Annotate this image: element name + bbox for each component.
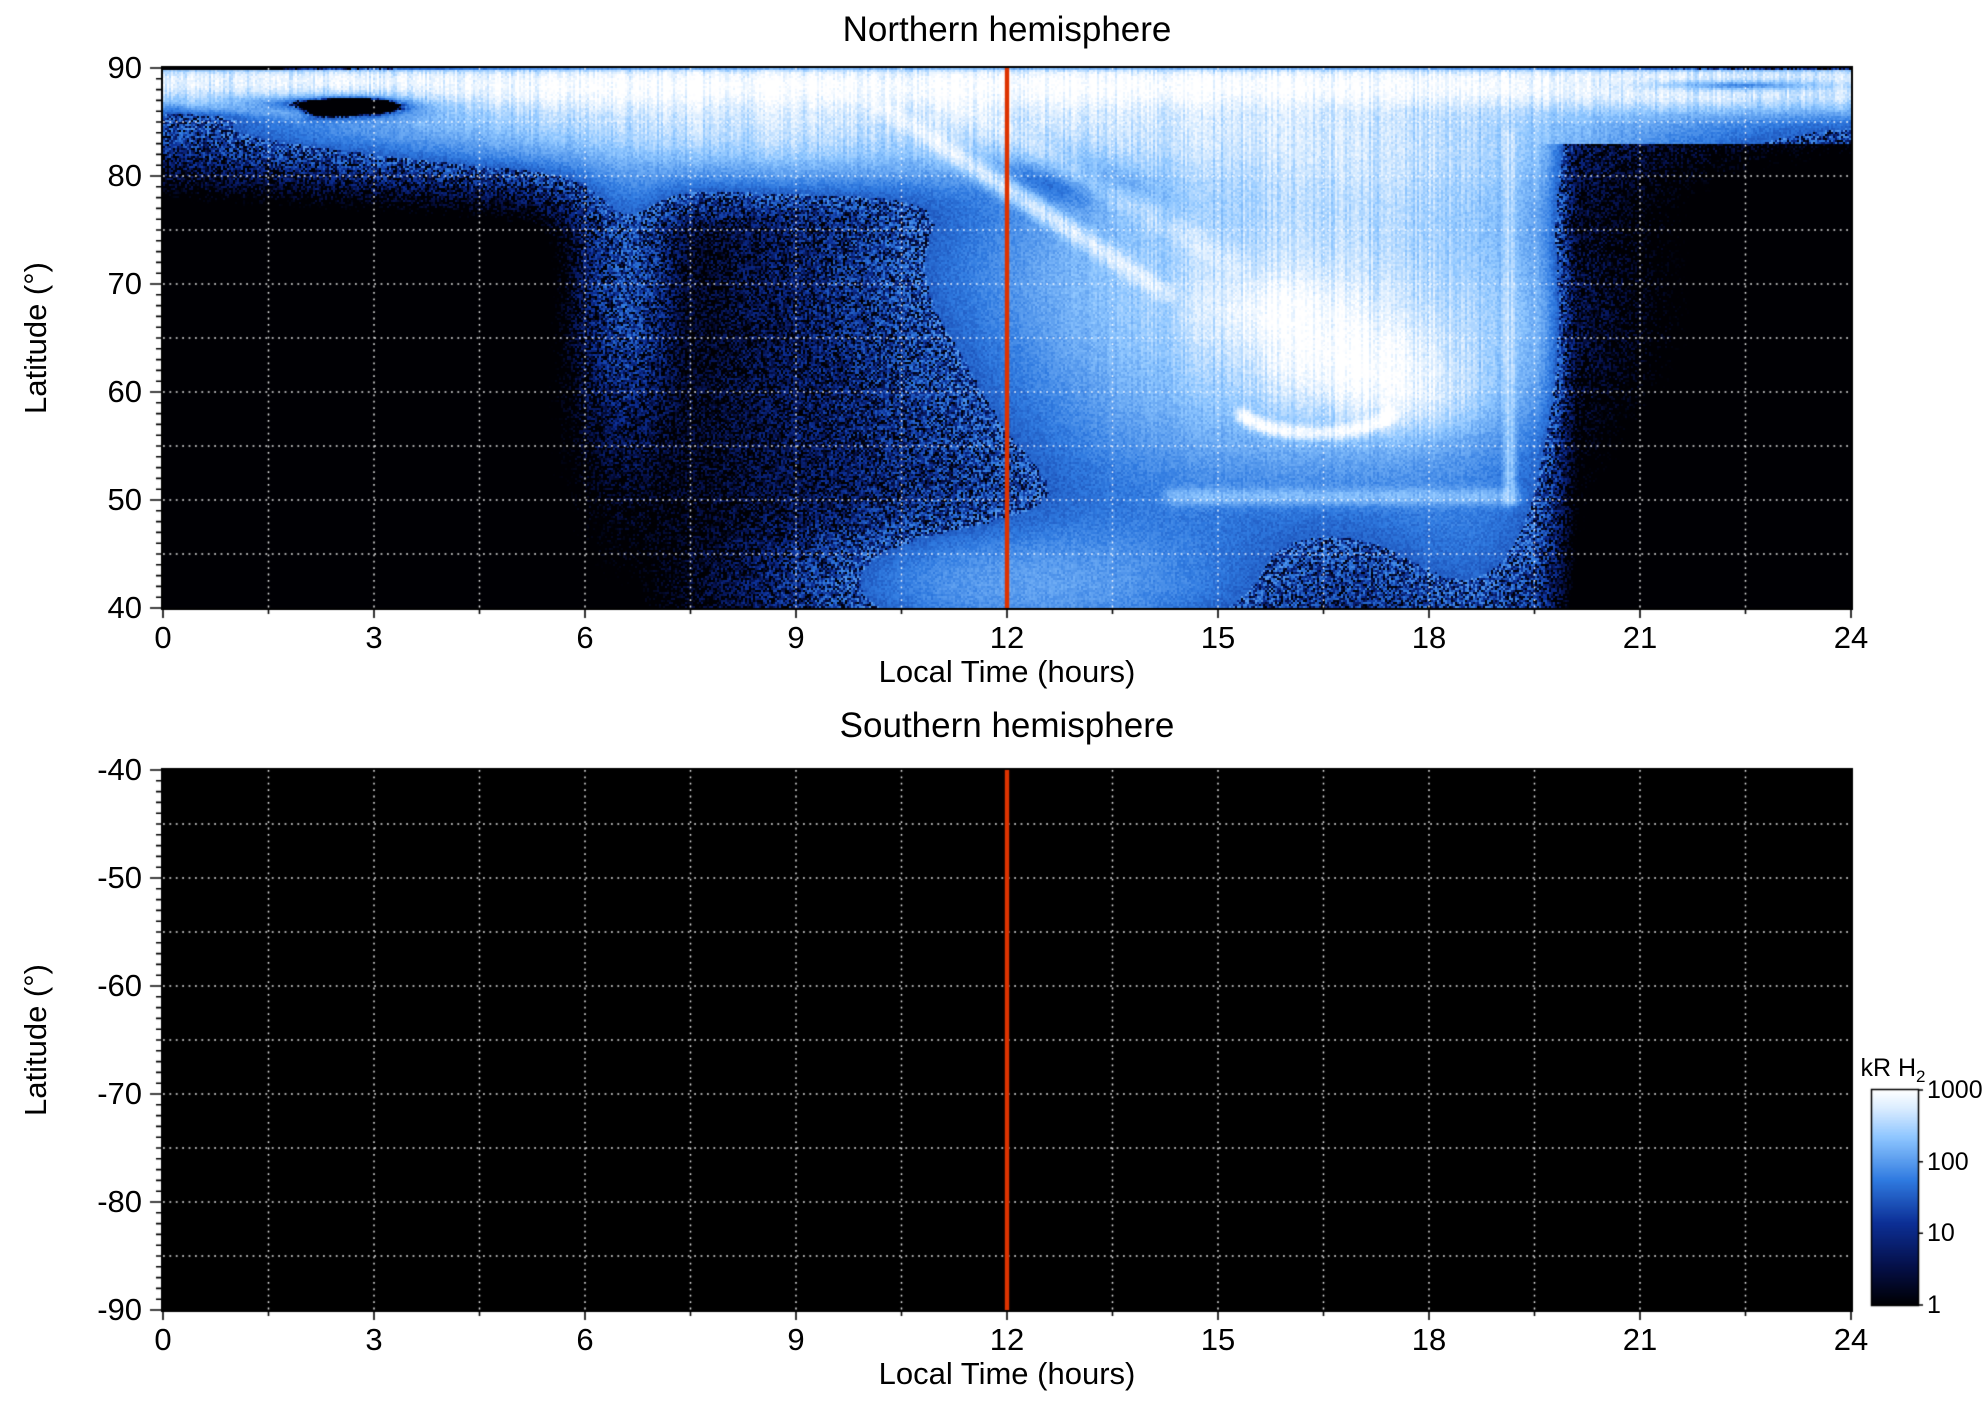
x-tick-label: 3 <box>365 1322 383 1357</box>
y-tick-label: -60 <box>97 968 142 1003</box>
y-tick-label: -40 <box>97 752 142 787</box>
y-tick-label: 90 <box>107 50 142 85</box>
colorbar-title: kR H2 <box>1860 1054 1925 1087</box>
y-tick-label: 80 <box>107 158 142 193</box>
colorbar-tick-label: 10 <box>1927 1219 1955 1248</box>
y-tick-label: 70 <box>107 266 142 301</box>
x-tick-label: 12 <box>989 1322 1025 1357</box>
x-tick-label: 9 <box>787 1322 805 1357</box>
x-tick-label: 3 <box>365 620 383 655</box>
south-x-axis-label: Local Time (hours) <box>878 1356 1136 1391</box>
y-tick-label: -90 <box>97 1292 142 1327</box>
colorbar-title-sub: 2 <box>1916 1067 1926 1086</box>
x-tick-label: 18 <box>1411 620 1447 655</box>
y-tick-label: 50 <box>107 482 142 517</box>
y-tick-label: 40 <box>107 590 142 625</box>
x-tick-label: 6 <box>576 620 594 655</box>
colorbar-tick-label: 1000 <box>1927 1076 1983 1104</box>
south-panel-title: Southern hemisphere <box>839 706 1175 745</box>
x-tick-label: 15 <box>1200 1322 1236 1357</box>
x-tick-label: 12 <box>989 620 1025 655</box>
north-x-axis-label: Local Time (hours) <box>878 654 1136 689</box>
x-tick-label: 18 <box>1411 1322 1447 1357</box>
x-tick-label: 24 <box>1833 620 1869 655</box>
x-tick-label: 0 <box>154 620 172 655</box>
y-tick-label: -80 <box>97 1184 142 1219</box>
x-tick-label: 6 <box>576 1322 594 1357</box>
x-tick-label: 15 <box>1200 620 1236 655</box>
x-tick-label: 24 <box>1833 1322 1869 1357</box>
colorbar-title-main: kR H <box>1860 1054 1917 1082</box>
y-tick-label: -50 <box>97 860 142 895</box>
y-tick-label: 60 <box>107 374 142 409</box>
north-panel-title: Northern hemisphere <box>842 10 1172 49</box>
colorbar-tick-label: 1 <box>1927 1291 1941 1319</box>
x-tick-label: 9 <box>787 620 805 655</box>
x-tick-label: 21 <box>1622 620 1658 655</box>
y-tick-label: -70 <box>97 1076 142 1111</box>
x-tick-label: 0 <box>154 1322 172 1357</box>
colorbar-tick-label: 100 <box>1927 1147 1969 1176</box>
x-tick-label: 21 <box>1622 1322 1658 1357</box>
